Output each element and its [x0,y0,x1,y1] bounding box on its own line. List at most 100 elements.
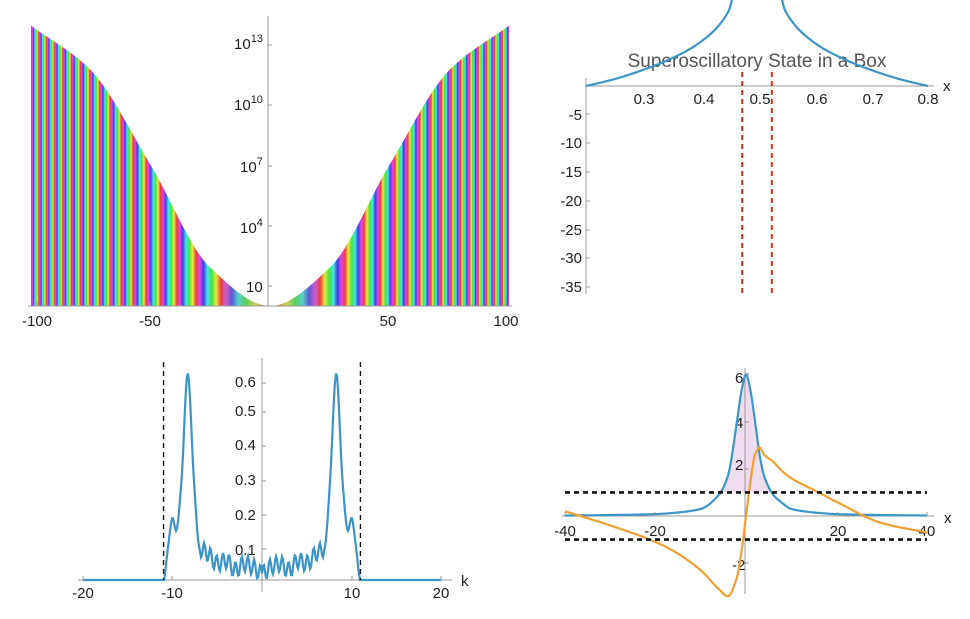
rainbow-stripe [217,25,219,306]
y-tick-label: 2 [735,457,743,474]
rainbow-stripe [310,25,312,306]
x-tick-label: -20 [72,585,94,602]
rainbow-stripe [125,25,127,306]
rainbow-stripe [58,25,60,306]
rainbow-stripe [412,25,414,306]
rainbow-stripe [146,25,148,306]
x-tick-label: -100 [22,313,52,330]
rainbow-stripe [114,25,116,306]
rainbow-stripe [481,25,483,306]
rainbow-stripe [426,25,428,306]
rainbow-stripe [43,25,45,306]
rainbow-stripe [431,25,433,306]
y-tick-label: 0.4 [235,437,256,454]
rainbow-stripe [263,25,265,306]
rainbow-stripe [88,25,90,306]
rainbow-stripe [403,25,405,306]
rainbow-stripe [225,25,227,306]
rainbow-stripe [280,25,282,306]
rainbow-stripe [404,25,406,306]
rainbow-stripe [447,25,449,306]
rainbow-stripe [443,25,445,306]
x-ticks: 0.3 0.4 0.5 0.6 0.7 0.8 [634,91,939,108]
rainbow-stripe [466,25,468,306]
rainbow-stripe [452,25,454,306]
rainbow-stripe [326,25,328,306]
rainbow-stripe [281,25,283,306]
rainbow-stripe [306,25,308,306]
plot-marks [83,362,441,582]
rainbow-stripe [502,25,504,306]
rainbow-stripe [99,25,101,306]
y-tick-label: -25 [560,222,582,239]
rainbow-stripe [429,25,431,306]
rainbow-stripe [295,25,297,306]
rainbow-stripe [319,25,321,306]
rainbow-stripe [273,25,275,306]
rainbow-stripe [55,25,57,306]
rainbow-stripe [503,25,505,306]
rainbow-stripe [219,25,221,306]
rainbow-stripe [420,25,422,306]
rainbow-stripe [414,25,416,306]
rainbow-stripe [460,25,462,306]
rainbow-stripe [323,25,325,306]
rainbow-stripe [329,25,331,306]
rainbow-stripe [132,25,134,306]
rainbow-stripe [286,25,288,306]
y-tick-label: -20 [560,193,582,210]
rainbow-stripe [506,25,508,306]
rainbow-stripe [450,25,452,306]
rainbow-stripe [214,25,216,306]
rainbow-stripe [51,25,53,306]
rainbow-stripe [321,25,323,306]
rainbow-stripe [276,25,278,306]
rainbow-stripe [52,25,54,306]
rainbow-stripe [101,25,103,306]
rainbow-stripe [489,25,491,306]
rainbow-stripe [86,25,88,306]
rainbow-stripe [124,25,126,306]
rainbow-stripe [123,25,125,306]
rainbow-stripe [485,25,487,306]
rainbow-stripe [120,25,122,306]
rainbow-stripe [312,25,314,306]
rainbow-stripe [435,25,437,306]
rainbow-stripe [45,25,47,306]
y-tick-label: 4 [735,415,743,432]
rainbow-stripe [220,25,222,306]
rainbow-stripe [464,25,466,306]
rainbow-stripe [116,25,118,306]
rainbow-stripe [290,25,292,306]
plot-marks [585,0,929,294]
y-ticks: -5 -10 -15 -20 -25 -30 -35 [560,107,582,296]
rainbow-stripe [390,25,392,306]
rainbow-stripe [406,25,408,306]
rainbow-stripe [493,25,495,306]
y-tick-label: -10 [560,135,582,152]
rainbow-stripe [70,25,72,306]
rainbow-stripe [80,25,82,306]
y-tick-label: 0.5 [235,403,256,420]
rainbow-stripe [148,25,150,306]
rainbow-stripe [264,25,266,306]
rainbow-stripe [143,25,145,306]
rainbow-stripe [315,25,317,306]
chart-title: Superoscillatory State in a Box [628,51,887,72]
rainbow-stripe [131,25,133,306]
x-tick-label: 0.6 [807,91,828,108]
rainbow-stripe [444,25,446,306]
rainbow-stripe [417,25,419,306]
rainbow-stripe [236,25,238,306]
rainbow-stripe [67,25,69,306]
rainbow-stripe [31,25,33,306]
rainbow-stripe [208,25,210,306]
rainbow-stripe [228,25,230,306]
rainbow-stripe [149,25,151,306]
rainbow-stripe [499,25,501,306]
x-tick-label: 100 [493,313,518,330]
rainbow-stripe [465,25,467,306]
y-tick-label: 0.6 [235,374,256,391]
rainbow-stripe [411,25,413,306]
rainbow-stripe [297,25,299,306]
